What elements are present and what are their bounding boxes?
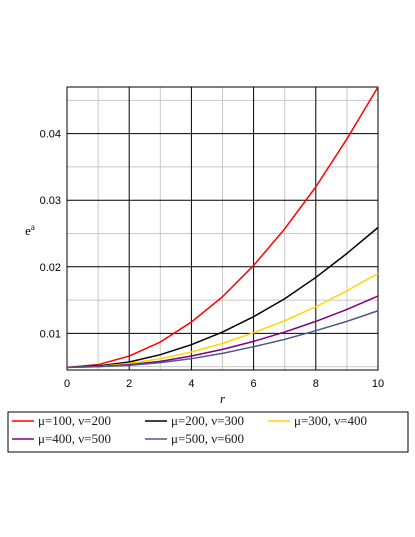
y-axis-label: ea	[25, 222, 35, 238]
y-tick-label: 0.03	[40, 195, 61, 207]
minor-gridlines	[67, 87, 378, 370]
series-line-2	[66, 226, 379, 369]
y-axis-label-superscript: a	[31, 222, 35, 232]
legend-items: μ=100, ν=200 μ=200, ν=300 μ=300, ν=400 μ=40…	[12, 413, 367, 446]
y-tick-label: 0.02	[40, 262, 61, 274]
series-lines	[66, 86, 379, 369]
legend-label-3: μ=300, ν=400	[294, 413, 367, 428]
x-tick-label: 6	[251, 378, 257, 390]
x-tick-label: 2	[126, 378, 132, 390]
plot-area-frame	[66, 86, 379, 371]
series-line-3	[66, 272, 379, 369]
x-tick-label: 8	[313, 378, 319, 390]
legend-label-5: μ=500, ν=600	[171, 431, 244, 446]
series-line-5	[66, 310, 379, 369]
x-tick-label: 4	[188, 378, 194, 390]
legend-label-4: μ=400, ν=500	[38, 431, 111, 446]
legend-label-1: μ=100, ν=200	[38, 413, 111, 428]
y-tick-label: 0.01	[40, 328, 61, 340]
y-tick-label: 0.04	[40, 129, 61, 141]
x-tick-label: 10	[372, 378, 384, 390]
series-line-1	[66, 86, 379, 369]
y-axis-label-base: e	[25, 223, 31, 238]
legend	[7, 411, 409, 453]
major-gridlines	[67, 87, 378, 370]
x-axis-label: r	[220, 391, 226, 406]
y-axis-ticks: 0.01 0.02 0.03 0.04	[40, 129, 61, 341]
legend-label-2: μ=200, ν=300	[171, 413, 244, 428]
x-tick-label: 0	[64, 378, 70, 390]
x-axis-ticks: 0 2 4 6 8 10	[64, 378, 384, 390]
